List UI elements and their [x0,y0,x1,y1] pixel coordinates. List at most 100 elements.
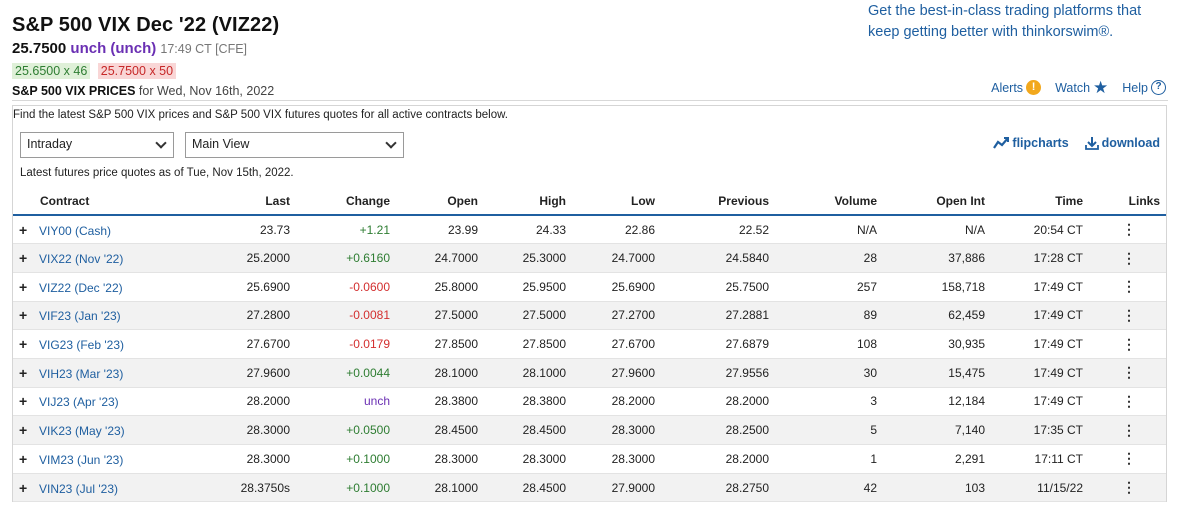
more-options-icon[interactable]: ⋮ [1122,421,1136,438]
timeframe-select[interactable]: Intraday [20,132,174,158]
time-cell: 17:28 CT [991,243,1089,273]
flipcharts-button[interactable]: flipcharts [993,136,1069,150]
download-button[interactable]: download [1084,136,1160,150]
help-link[interactable]: Help ? [1122,80,1166,95]
low-cell: 28.3000 [572,444,661,474]
prices-heading: S&P 500 VIX PRICES for Wed, Nov 16th, 20… [12,84,274,98]
ask-badge: 25.7500 x 50 [97,63,177,79]
contract-link[interactable]: VIM23 (Jun '23) [39,452,124,467]
more-options-icon[interactable]: ⋮ [1122,364,1136,381]
table-row: + VIX22 (Nov '22) 25.2000 +0.6160 24.7000 25.… [13,243,1166,273]
links-cell: ⋮ [1089,387,1166,417]
more-options-icon[interactable]: ⋮ [1122,335,1136,352]
expand-plus-icon[interactable]: + [19,422,28,439]
col-header-contract[interactable]: Contract [13,188,183,216]
more-options-icon[interactable]: ⋮ [1122,249,1136,266]
expand-plus-icon[interactable]: + [19,250,28,267]
contract-link[interactable]: VIH23 (Mar '23) [39,366,124,381]
col-header-time[interactable]: Time [991,188,1089,216]
bid-badge: 25.6500 x 46 [12,63,91,79]
col-header-previous[interactable]: Previous [661,188,775,216]
links-cell: ⋮ [1089,301,1166,331]
view-select[interactable]: Main View [185,132,404,158]
change-cell: +1.21 [296,215,396,245]
previous-cell: 28.2500 [661,415,775,445]
more-options-icon[interactable]: ⋮ [1122,450,1136,467]
expand-plus-icon[interactable]: + [19,278,28,295]
change-cell: -0.0179 [296,329,396,359]
contract-cell: + VIG23 (Feb '23) [13,329,183,359]
table-row: + VIN23 (Jul '23) 28.3750s +0.1000 28.1000 28… [13,473,1166,503]
last-cell: 25.2000 [183,243,296,273]
col-header-change[interactable]: Change [296,188,396,216]
top-links: Alerts ! Watch ★ Help ? [981,79,1166,96]
open-cell: 28.3800 [396,387,484,417]
time-cell: 11/15/22 [991,473,1089,503]
promo-link[interactable]: Get the best-in-class trading platforms … [868,3,1142,40]
last-cell: 28.2000 [183,387,296,417]
more-options-icon[interactable]: ⋮ [1122,306,1136,323]
high-cell: 27.5000 [484,301,572,331]
contract-link[interactable]: VIN23 (Jul '23) [39,481,118,496]
high-cell: 28.4500 [484,473,572,503]
change-cell: unch [296,387,396,417]
links-cell: ⋮ [1089,358,1166,388]
col-header-open-int[interactable]: Open Int [883,188,991,216]
expand-plus-icon[interactable]: + [19,393,28,410]
col-header-high[interactable]: High [484,188,572,216]
col-header-volume[interactable]: Volume [775,188,883,216]
contract-cell: + VIF23 (Jan '23) [13,301,183,331]
expand-plus-icon[interactable]: + [19,450,28,467]
contract-link[interactable]: VIF23 (Jan '23) [39,309,121,324]
expand-plus-icon[interactable]: + [19,479,28,496]
low-cell: 28.2000 [572,387,661,417]
last-cell: 27.6700 [183,329,296,359]
open-int-cell: 15,475 [883,358,991,388]
low-cell: 28.3000 [572,415,661,445]
more-options-icon[interactable]: ⋮ [1122,278,1136,295]
contract-cell: + VIZ22 (Dec '22) [13,272,183,302]
more-options-icon[interactable]: ⋮ [1122,392,1136,409]
previous-cell: 28.2750 [661,473,775,503]
contract-cell: + VIK23 (May '23) [13,415,183,445]
contract-link[interactable]: VIX22 (Nov '22) [39,252,124,267]
alert-icon: ! [1026,80,1042,95]
low-cell: 27.9000 [572,473,661,503]
expand-plus-icon[interactable]: + [19,307,28,324]
open-cell: 28.1000 [396,358,484,388]
expand-plus-icon[interactable]: + [19,221,28,238]
high-cell: 27.8500 [484,329,572,359]
col-header-links: Links [1089,188,1166,216]
open-cell: 28.1000 [396,473,484,503]
col-header-low[interactable]: Low [572,188,661,216]
contract-link[interactable]: VIY00 (Cash) [39,223,112,238]
links-cell: ⋮ [1089,444,1166,474]
previous-cell: 27.6879 [661,329,775,359]
links-cell: ⋮ [1089,329,1166,359]
contract-link[interactable]: VIK23 (May '23) [39,424,125,439]
expand-plus-icon[interactable]: + [19,364,28,381]
watch-label: Watch [1055,80,1091,95]
change-cell: -0.0600 [296,272,396,302]
high-cell: 28.3800 [484,387,572,417]
contract-cell: + VIY00 (Cash) [13,215,183,245]
expand-plus-icon[interactable]: + [19,336,28,353]
more-options-icon[interactable]: ⋮ [1122,479,1136,496]
col-header-open[interactable]: Open [396,188,484,216]
volume-cell: 42 [775,473,883,503]
watch-link[interactable]: Watch ★ [1055,79,1108,96]
col-header-last[interactable]: Last [183,188,296,216]
last-cell: 23.73 [183,215,296,245]
last-cell: 27.9600 [183,358,296,388]
more-options-icon[interactable]: ⋮ [1122,221,1136,238]
time-cell: 17:49 CT [991,272,1089,302]
contract-link[interactable]: VIG23 (Feb '23) [39,338,124,353]
previous-cell: 22.52 [661,215,775,245]
page-title: S&P 500 VIX Dec '22 (VIZ22) [12,14,280,36]
bid-ask: 25.6500 x 46 25.7500 x 50 [12,63,177,79]
contract-link[interactable]: VIZ22 (Dec '22) [39,280,123,295]
alerts-link[interactable]: Alerts ! [991,80,1042,95]
previous-cell: 28.2000 [661,387,775,417]
panel-tools: flipcharts download [993,136,1160,150]
contract-link[interactable]: VIJ23 (Apr '23) [39,395,119,410]
